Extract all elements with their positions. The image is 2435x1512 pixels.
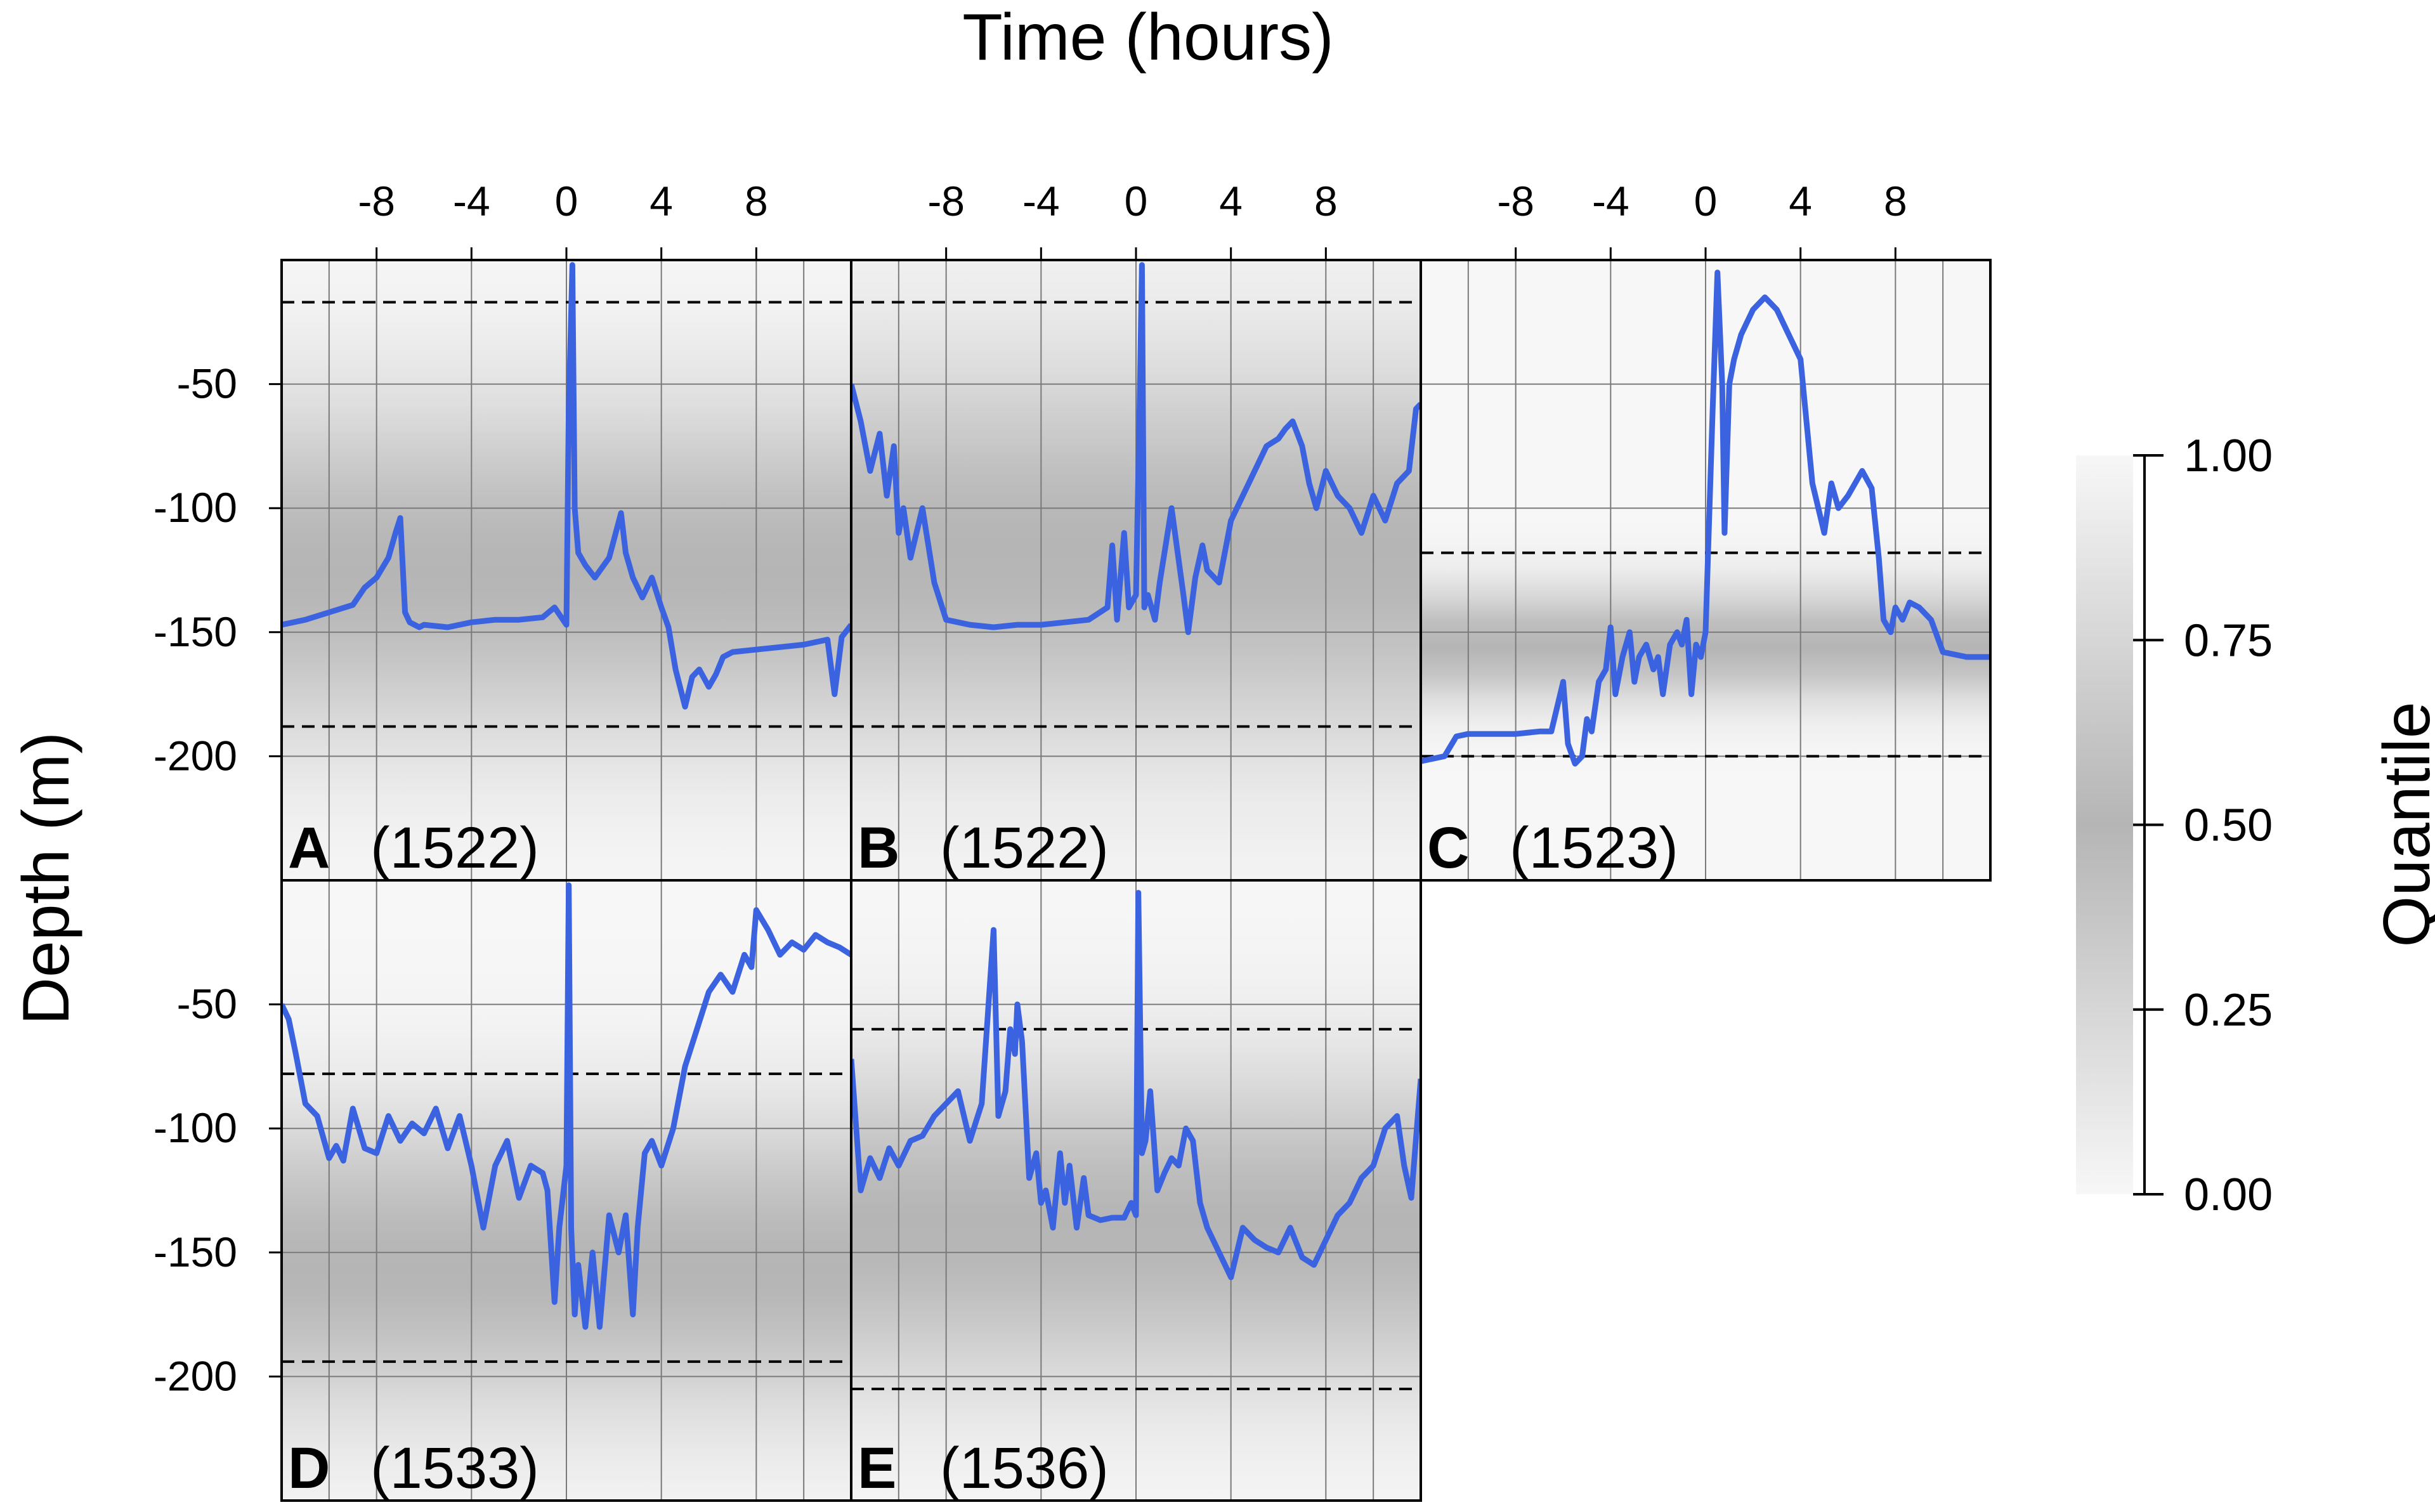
panel-id: (1536) (940, 1436, 1109, 1501)
x-tick-label: 8 (745, 178, 768, 225)
panel-e: E (1536) (850, 879, 1422, 1502)
x-tick-label: 8 (1314, 178, 1338, 225)
x-tick-label: 8 (1884, 178, 1907, 225)
y-axis-title: Depth (m) (10, 732, 83, 1025)
panel-b: B (1522) -8 -4 0 4 8 (850, 178, 1422, 882)
x-tick-label: -8 (927, 178, 965, 225)
panel-letter: C (1427, 816, 1469, 880)
y-tick-label: -50 (177, 981, 237, 1027)
panel-id: (1533) (370, 1436, 539, 1501)
panel-letter: B (858, 816, 899, 880)
panel-id: (1523) (1510, 816, 1678, 880)
x-tick-label: -4 (1592, 178, 1629, 225)
y-tick-label: -100 (153, 1104, 237, 1151)
panel-border (850, 879, 1422, 1502)
x-tick-label: -4 (453, 178, 490, 225)
y-tick-label: -150 (153, 1228, 237, 1275)
colorbar-tick-label: 1.00 (2184, 431, 2273, 481)
colorbar-title: Quantile (2370, 701, 2435, 947)
x-tick-label: -8 (1497, 178, 1534, 225)
colorbar-tick-label: 0.00 (2184, 1170, 2273, 1220)
x-tick-label: 4 (1219, 178, 1243, 225)
colorbar: Quantile 0.00 0.25 0.50 0.75 1.00 (2076, 431, 2435, 1220)
colorbar-ramp (2076, 455, 2133, 1194)
panel-a: A (1522) -8 -4 0 4 8 -50 -100 -150 -200 (153, 178, 852, 882)
panel-id: (1522) (940, 816, 1109, 880)
x-tick-label: 0 (1125, 178, 1148, 225)
panel-letter: E (858, 1436, 896, 1501)
panel-id: (1522) (370, 816, 539, 880)
depth-trace (1421, 270, 1990, 767)
y-tick-label: -150 (153, 608, 237, 655)
panel-letter: D (288, 1436, 330, 1501)
panel-letter: A (288, 816, 330, 880)
x-tick-label: 4 (650, 178, 673, 225)
depth-trace (851, 890, 1421, 1281)
x-tick-label: -4 (1022, 178, 1060, 225)
colorbar-tick-label: 0.50 (2184, 800, 2273, 851)
x-axis-title: Time (hours) (962, 1, 1334, 74)
y-tick-label: -50 (177, 360, 237, 407)
x-tick-label: 4 (1789, 178, 1812, 225)
colorbar-tick-label: 0.25 (2184, 985, 2273, 1036)
panel-c: C (1523) -8 -4 0 4 8 (1420, 178, 1992, 882)
y-tick-label: -200 (153, 1352, 237, 1399)
depth-trace (282, 882, 851, 1330)
x-tick-label: -8 (358, 178, 395, 225)
y-tick-label: -200 (153, 732, 237, 779)
panel-d: D (1533) -50 -100 -150 -200 (153, 879, 852, 1502)
x-tick-label: 0 (1694, 178, 1718, 225)
depth-trace (282, 262, 851, 710)
depth-trace (851, 262, 1421, 635)
x-tick-label: 0 (555, 178, 578, 225)
y-tick-label: -100 (153, 484, 237, 531)
panels-group: A (1522) -8 -4 0 4 8 -50 -100 -150 -200 B (1522) -8 -4… (153, 178, 1992, 1502)
colorbar-tick-label: 0.75 (2184, 615, 2273, 666)
